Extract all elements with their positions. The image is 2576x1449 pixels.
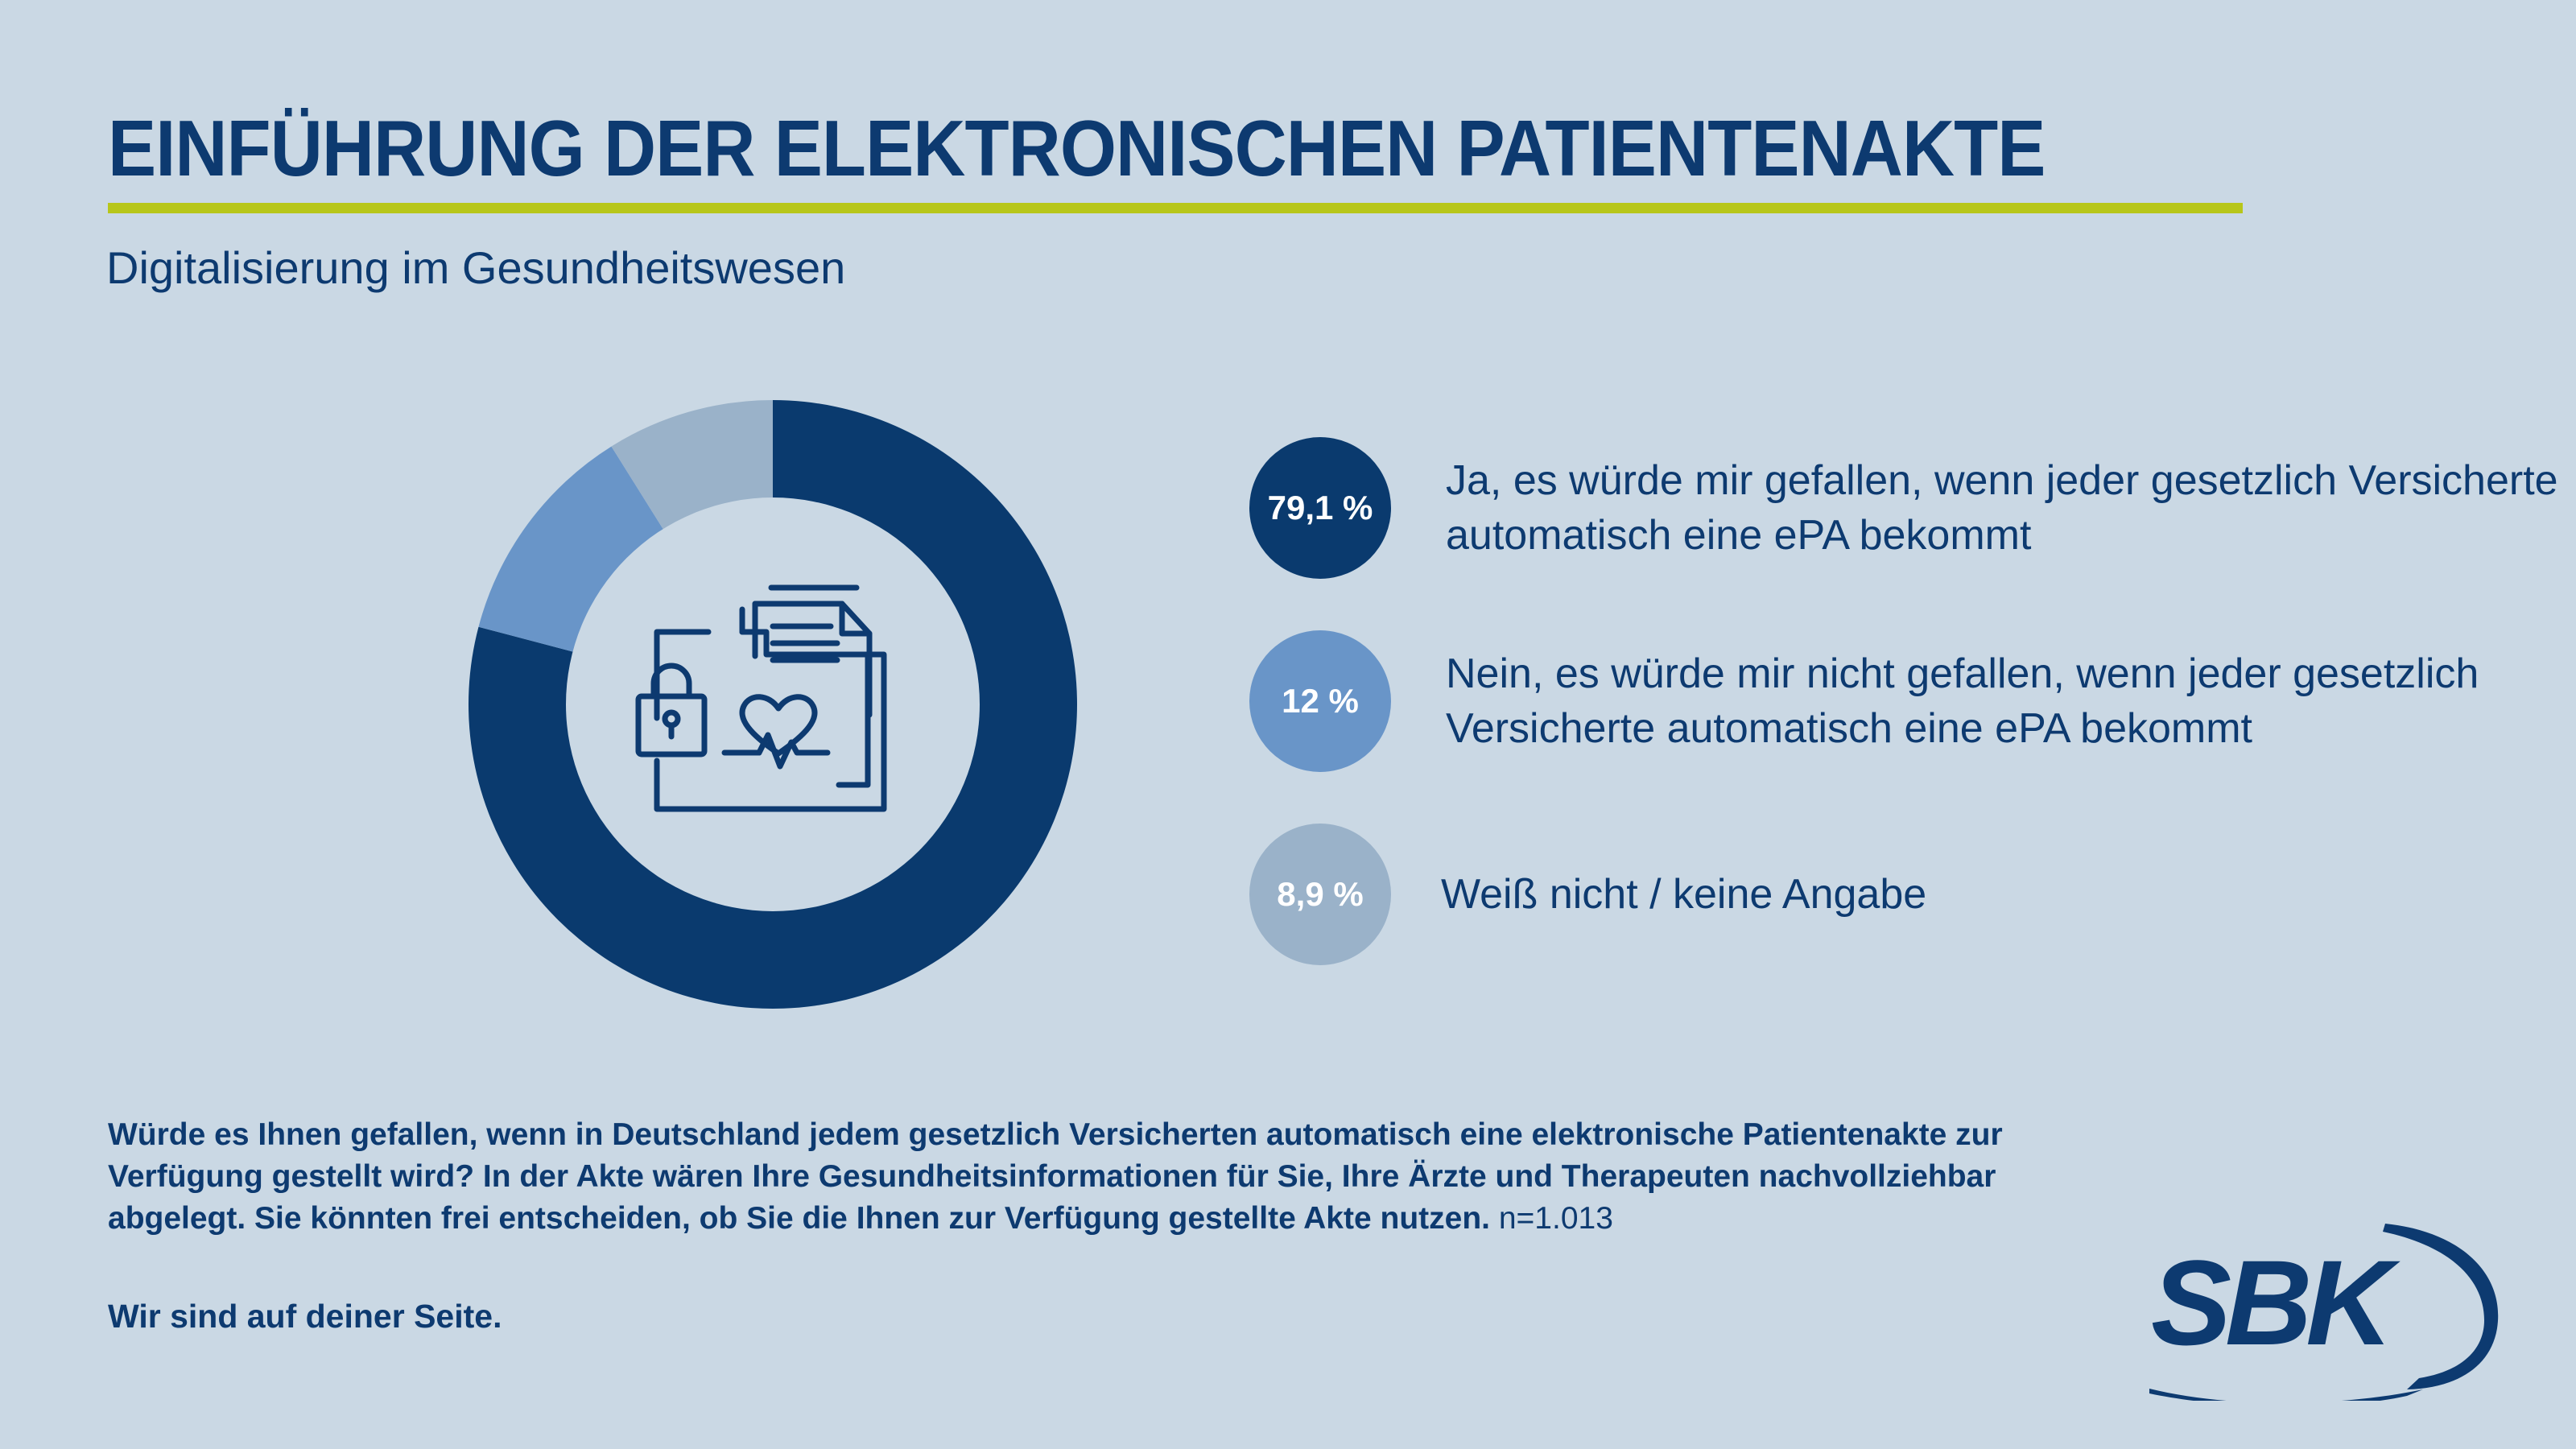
page-subtitle: Digitalisierung im Gesundheitswesen <box>106 242 846 293</box>
sample-size: n=1.013 <box>1498 1201 1613 1236</box>
page-title: EINFÜHRUNG DER ELEKTRONISCHEN PATIENTENA… <box>108 104 2046 192</box>
legend-item-ja: 79,1 % Ja, es würde mir gefallen, wenn j… <box>1249 437 2576 579</box>
legend-badge: 12 % <box>1249 630 1391 772</box>
donut-chart <box>469 400 1077 1009</box>
title-underline <box>108 203 2243 213</box>
survey-question: Würde es Ihnen gefallen, wenn in Deutsch… <box>108 1114 2136 1240</box>
sbk-logo: SBK <box>2149 1224 2499 1401</box>
question-text: Würde es Ihnen gefallen, wenn in Deutsch… <box>108 1117 2003 1236</box>
legend-item-nein: 12 % Nein, es würde mir nicht gefallen, … <box>1249 630 2576 772</box>
logo-text: SBK <box>2151 1235 2401 1370</box>
legend-label: Ja, es würde mir gefallen, wenn jeder ge… <box>1446 457 2558 559</box>
patient-file-lock-heart-icon <box>635 584 887 812</box>
legend-badge: 8,9 % <box>1249 824 1391 965</box>
legend-badge: 79,1 % <box>1249 437 1391 579</box>
legend-label: Nein, es würde mir nicht gefallen, wenn … <box>1446 650 2479 752</box>
slogan: Wir sind auf deiner Seite. <box>108 1298 502 1335</box>
legend-label: Weiß nicht / keine Angabe <box>1441 871 1927 918</box>
legend-item-weiss-nicht: 8,9 % Weiß nicht / keine Angabe <box>1249 824 2576 965</box>
